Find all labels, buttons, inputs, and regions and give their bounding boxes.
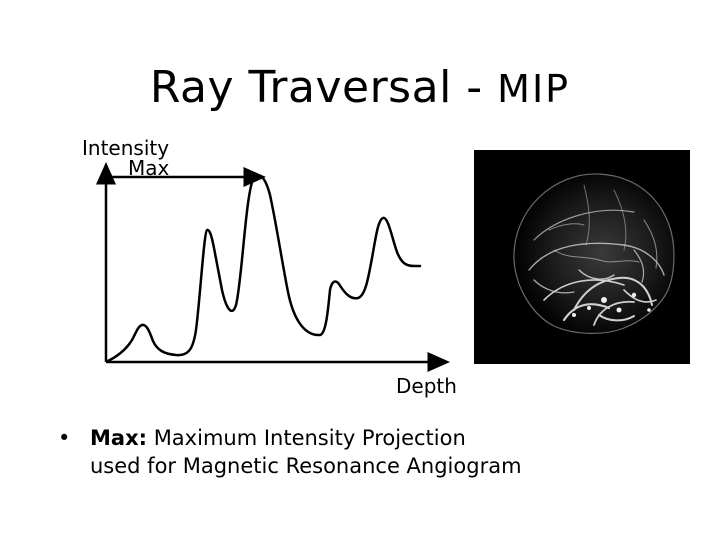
- y-axis-label: Intensity: [82, 136, 170, 160]
- mra-angiogram-image: [474, 150, 690, 364]
- mra-angiogram-render: [474, 150, 690, 364]
- max-label: Max: [128, 156, 170, 180]
- slide-title-main: Ray Traversal -: [149, 62, 483, 113]
- bullet-line-1: Maximum Intensity Projection: [147, 426, 466, 450]
- slide-title-mip: MIP: [497, 67, 571, 111]
- bullet-marker: •: [58, 426, 71, 450]
- bullet-term: Max:: [90, 426, 148, 450]
- intensity-curve: [106, 174, 422, 363]
- bullet-text: Max: Maximum Intensity Projection used f…: [90, 424, 690, 480]
- bullet-line-2: used for Magnetic Resonance Angiogram: [90, 454, 522, 478]
- slide-title: Ray Traversal - MIP: [0, 62, 720, 113]
- x-axis-label: Depth: [396, 374, 457, 398]
